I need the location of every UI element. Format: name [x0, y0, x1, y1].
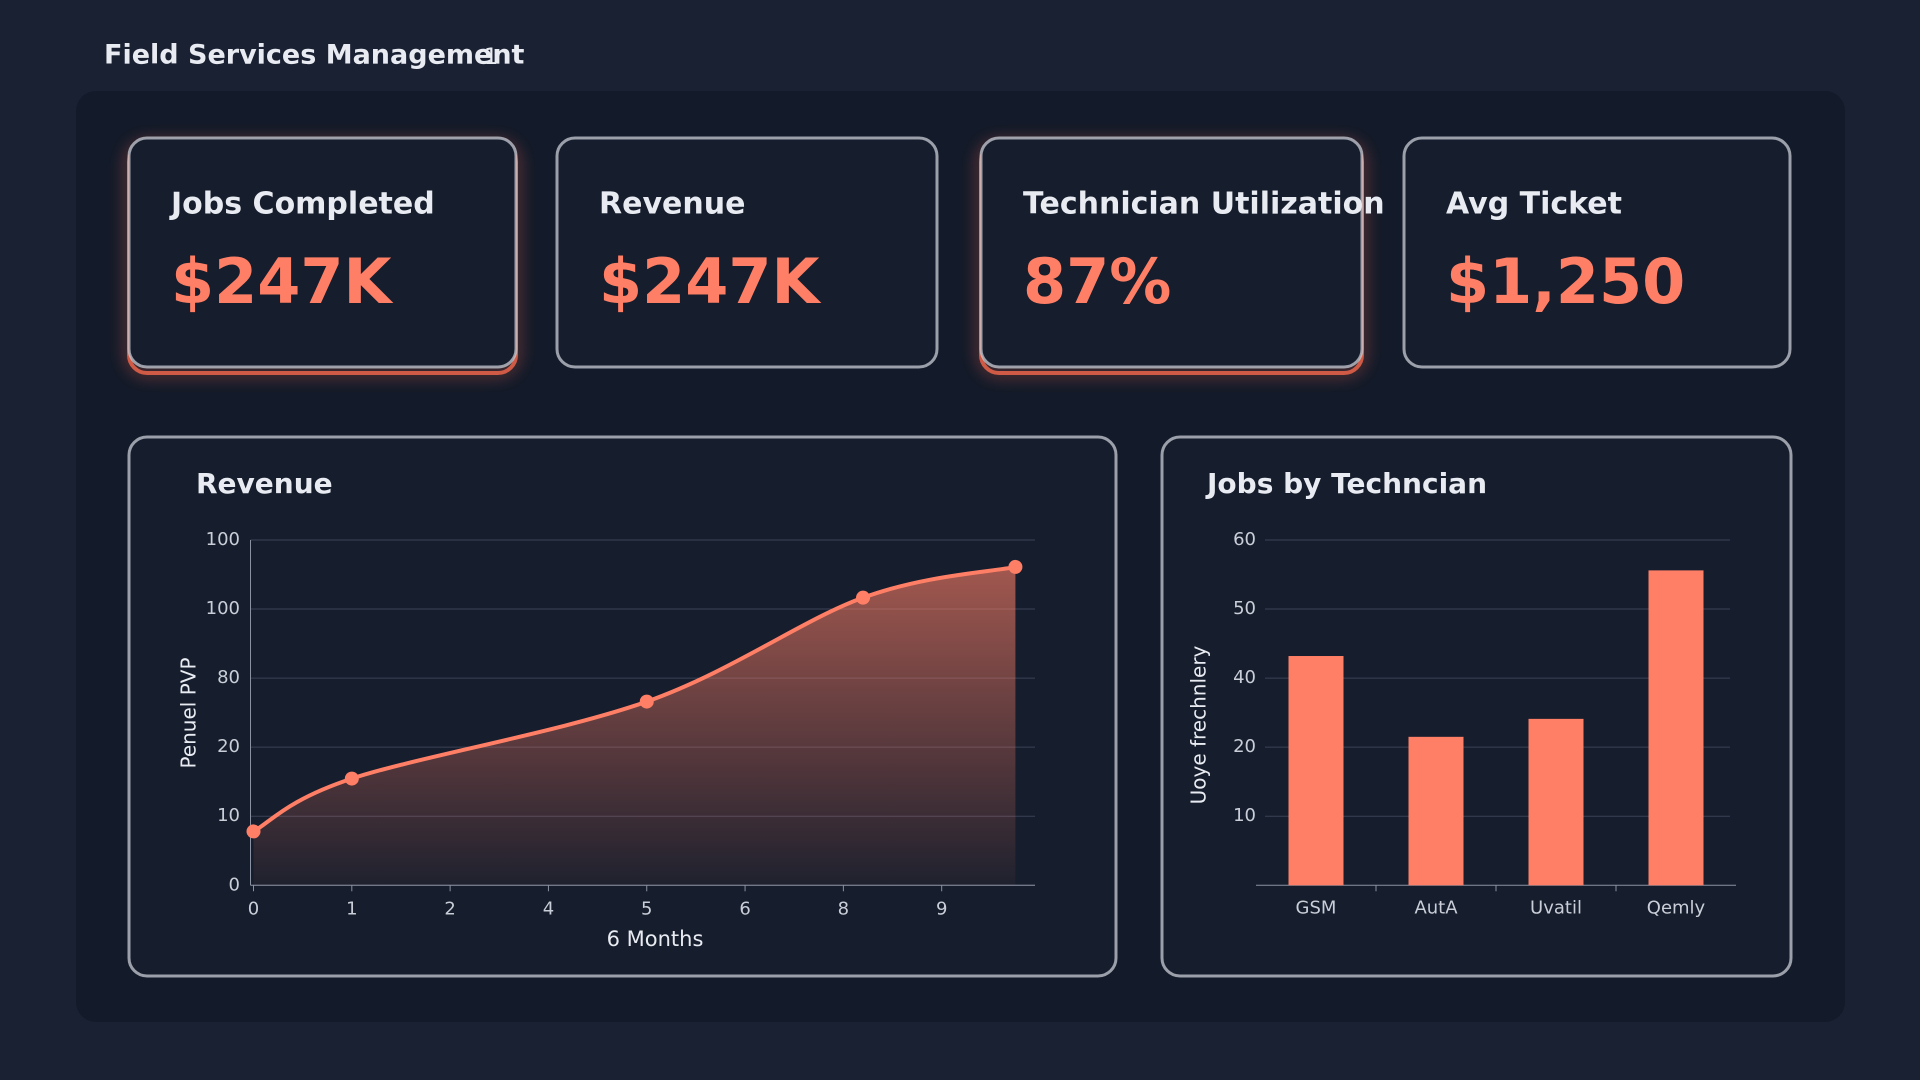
y-axis-label: Uoye frechnlery: [1187, 645, 1211, 804]
y-tick-label: 60: [1233, 529, 1256, 550]
kpi-label: Avg Ticket: [1446, 187, 1622, 222]
kpi-value: $247K: [599, 245, 822, 318]
x-tick-label: 4: [543, 898, 554, 919]
point: [639, 694, 654, 709]
x-tick-label: Qemly: [1647, 897, 1706, 918]
card: [555, 136, 939, 369]
y-axis-label: Penuel PVP: [177, 657, 201, 768]
kpi-label: Jobs Completed: [169, 187, 435, 222]
x-tick-label: 5: [641, 898, 652, 919]
bar: [1408, 736, 1464, 886]
x-tick-label: 1: [346, 898, 357, 919]
x-tick-label: Uvatil: [1530, 897, 1582, 918]
y-tick-label: 10: [217, 805, 240, 826]
area: [253, 566, 1016, 886]
y-tick-label: 40: [1233, 667, 1256, 688]
bar: [1528, 718, 1584, 886]
kpi-label: Revenue: [599, 187, 745, 222]
bar: [1288, 656, 1344, 886]
x-tick-label: 8: [838, 898, 849, 919]
card: [979, 136, 1364, 369]
chart-title: Jobs by Techncian: [1205, 467, 1487, 500]
x-tick-label: GSM: [1296, 897, 1337, 918]
card: [1402, 136, 1792, 369]
card: [127, 136, 518, 369]
content: Jobs Completed $247K Revenue $247K Technicia…: [127, 136, 1793, 978]
kpi-label: Technician Utilization: [1023, 187, 1385, 222]
y-tick-label: 0: [229, 874, 240, 895]
x-tick-label: AutA: [1414, 897, 1458, 918]
x-tick-label: 9: [936, 898, 947, 919]
x-tick-label: 6: [739, 898, 750, 919]
y-tick-label: 10: [1233, 805, 1256, 826]
x-tick-label: 0: [248, 898, 259, 919]
x-tick-label: 2: [444, 898, 455, 919]
kpi-value: $1,250: [1446, 245, 1685, 318]
bar: [1648, 570, 1704, 886]
y-tick-label: 80: [217, 667, 240, 688]
point: [246, 824, 261, 839]
y-tick-label: 100: [206, 529, 240, 550]
y-tick-label: 20: [1233, 736, 1256, 757]
y-tick-label: 20: [217, 736, 240, 757]
chart-title: Revenue: [196, 467, 333, 500]
y-tick-label: 50: [1233, 598, 1256, 619]
point: [856, 590, 871, 605]
y-tick-label: 100: [206, 598, 240, 619]
x-axis-label: 6 Months: [607, 927, 704, 951]
page-badge: 1: [484, 45, 498, 70]
page-title: Field Services Management: [104, 40, 525, 71]
kpi-value: 87%: [1023, 245, 1171, 318]
kpi-value: $247K: [171, 245, 394, 318]
point: [1008, 559, 1023, 574]
point: [344, 771, 359, 786]
